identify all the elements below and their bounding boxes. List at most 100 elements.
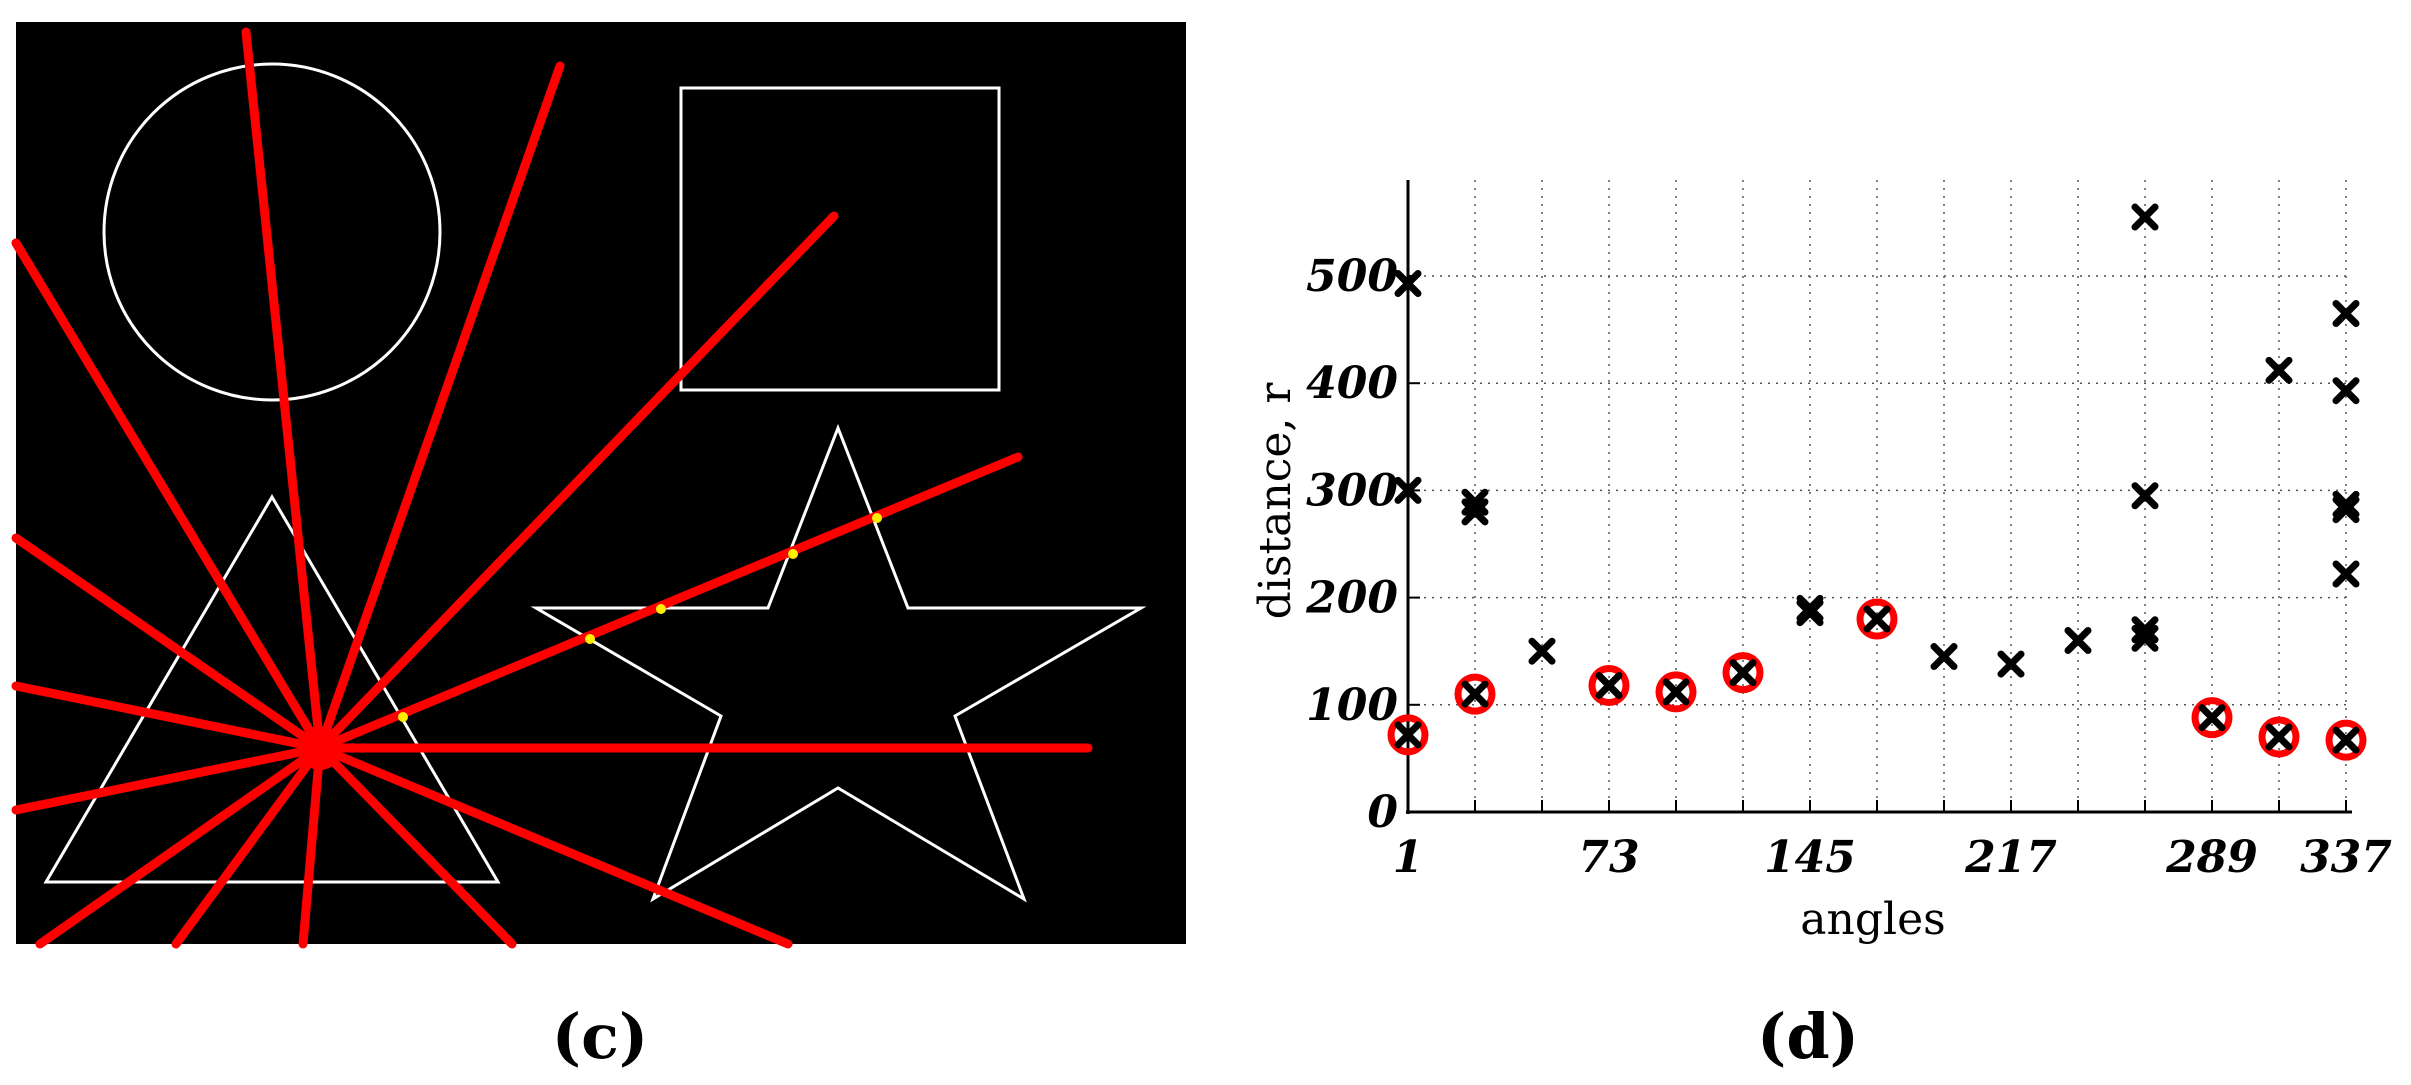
x-marker-stroke	[1461, 680, 1489, 708]
grid	[1407, 180, 2352, 812]
x-marker-stroke	[2265, 356, 2293, 384]
ray-14	[11, 238, 325, 753]
ray-13	[11, 533, 325, 753]
x-marker-stroke	[2265, 723, 2293, 751]
intersection-dot-2	[585, 634, 595, 644]
x-marker	[1461, 680, 1489, 708]
x-marker-stroke	[1528, 637, 1556, 665]
x-marker	[2332, 496, 2360, 524]
x-marker-stroke	[1796, 594, 1824, 622]
panel-c-image	[11, 22, 1186, 949]
panel-label-d: (d)	[1757, 1000, 1859, 1073]
data-marks	[1387, 203, 2367, 761]
x-marker	[1394, 270, 1422, 298]
x-marker	[1461, 488, 1489, 516]
x-marker	[1662, 678, 1690, 706]
x-marker-stroke	[2198, 704, 2226, 732]
x-marker	[1595, 672, 1623, 700]
ray-11	[11, 743, 325, 815]
x-tick-label: 289	[2165, 832, 2258, 883]
y-tick-label: 0	[1367, 787, 1398, 838]
x-marker	[1729, 659, 1757, 687]
x-marker	[2265, 356, 2293, 384]
x-marker-stroke	[2131, 482, 2159, 510]
x-marker-stroke	[1662, 678, 1690, 706]
x-marker	[1863, 605, 1891, 633]
x-marker-stroke	[2332, 726, 2360, 754]
intersection-dots	[398, 513, 882, 722]
star-shape	[530, 423, 1147, 903]
x-marker	[2131, 482, 2159, 510]
x-marker-stroke	[1930, 643, 1958, 671]
intersection-dot-3	[656, 604, 666, 614]
x-marker-stroke	[2131, 616, 2159, 644]
intersection-dot-4	[788, 549, 798, 559]
x-marker	[1394, 721, 1422, 749]
selected-point-circle	[1722, 652, 1764, 694]
x-marker-stroke	[1729, 659, 1757, 687]
x-axis-label: angles	[1800, 894, 1945, 945]
x-tick-label: 145	[1764, 832, 1856, 883]
x-marker	[2332, 300, 2360, 328]
x-tick-label: 73	[1578, 832, 1639, 883]
x-marker	[2265, 723, 2293, 751]
x-marker-stroke	[2332, 496, 2360, 524]
selected-point-circle	[2325, 719, 2367, 761]
x-tick-label: 1	[1393, 832, 1424, 883]
x-marker-stroke	[1394, 476, 1422, 504]
x-marker	[2332, 377, 2360, 405]
ray-10	[35, 743, 325, 949]
selected-point-circle	[1655, 671, 1697, 713]
x-marker-stroke	[2131, 203, 2159, 231]
x-marker	[1997, 650, 2025, 678]
x-marker	[2131, 616, 2159, 644]
y-tick-label: 400	[1306, 358, 1398, 409]
ray-1	[241, 27, 325, 753]
x-marker	[2332, 490, 2360, 518]
ray-6	[315, 743, 793, 949]
image-background	[16, 22, 1186, 944]
x-tick-label: 337	[2300, 832, 2392, 883]
intersection-dot-5	[872, 513, 882, 523]
ray-9	[171, 743, 325, 949]
x-marker-stroke	[2332, 377, 2360, 405]
ray-3	[315, 211, 839, 753]
y-axis-label: distance, r	[1250, 382, 1301, 620]
x-marker	[1930, 643, 1958, 671]
x-tick-labels: 1 73 145 217 289 337	[1393, 832, 2393, 883]
panel-label-c: (c)	[552, 1000, 648, 1073]
y-tick-label: 100	[1306, 680, 1398, 731]
selected-point-circle	[1454, 673, 1496, 715]
x-marker-stroke	[2332, 490, 2360, 518]
ray-origin	[298, 726, 342, 770]
ray-8	[298, 743, 325, 949]
x-marker-stroke	[2332, 560, 2360, 588]
selected-point-circle	[2258, 716, 2300, 758]
x-marker-stroke	[1461, 488, 1489, 516]
x-tick-label: 217	[1964, 832, 2057, 883]
ray-7	[315, 743, 517, 949]
ray-12	[11, 681, 325, 753]
circle-shape	[102, 62, 442, 402]
x-marker	[1528, 637, 1556, 665]
x-marker-stroke	[1997, 650, 2025, 678]
rays	[11, 27, 1093, 949]
square-shape	[679, 86, 1001, 392]
y-tick-labels: 0 100 200 300 400 500	[1305, 251, 1398, 838]
y-tick-label: 500	[1306, 251, 1398, 302]
x-marker-stroke	[1394, 270, 1422, 298]
shapes	[43, 62, 1147, 903]
x-marker	[1796, 594, 1824, 622]
x-marker	[2332, 560, 2360, 588]
ray-2	[315, 61, 565, 753]
triangle-shape	[43, 494, 501, 884]
x-marker-stroke	[1595, 672, 1623, 700]
x-marker-stroke	[1863, 605, 1891, 633]
x-marker	[1394, 476, 1422, 504]
x-marker	[2332, 726, 2360, 754]
x-marker	[2064, 626, 2092, 654]
x-marker-stroke	[1394, 721, 1422, 749]
selected-point-circle	[1856, 598, 1898, 640]
